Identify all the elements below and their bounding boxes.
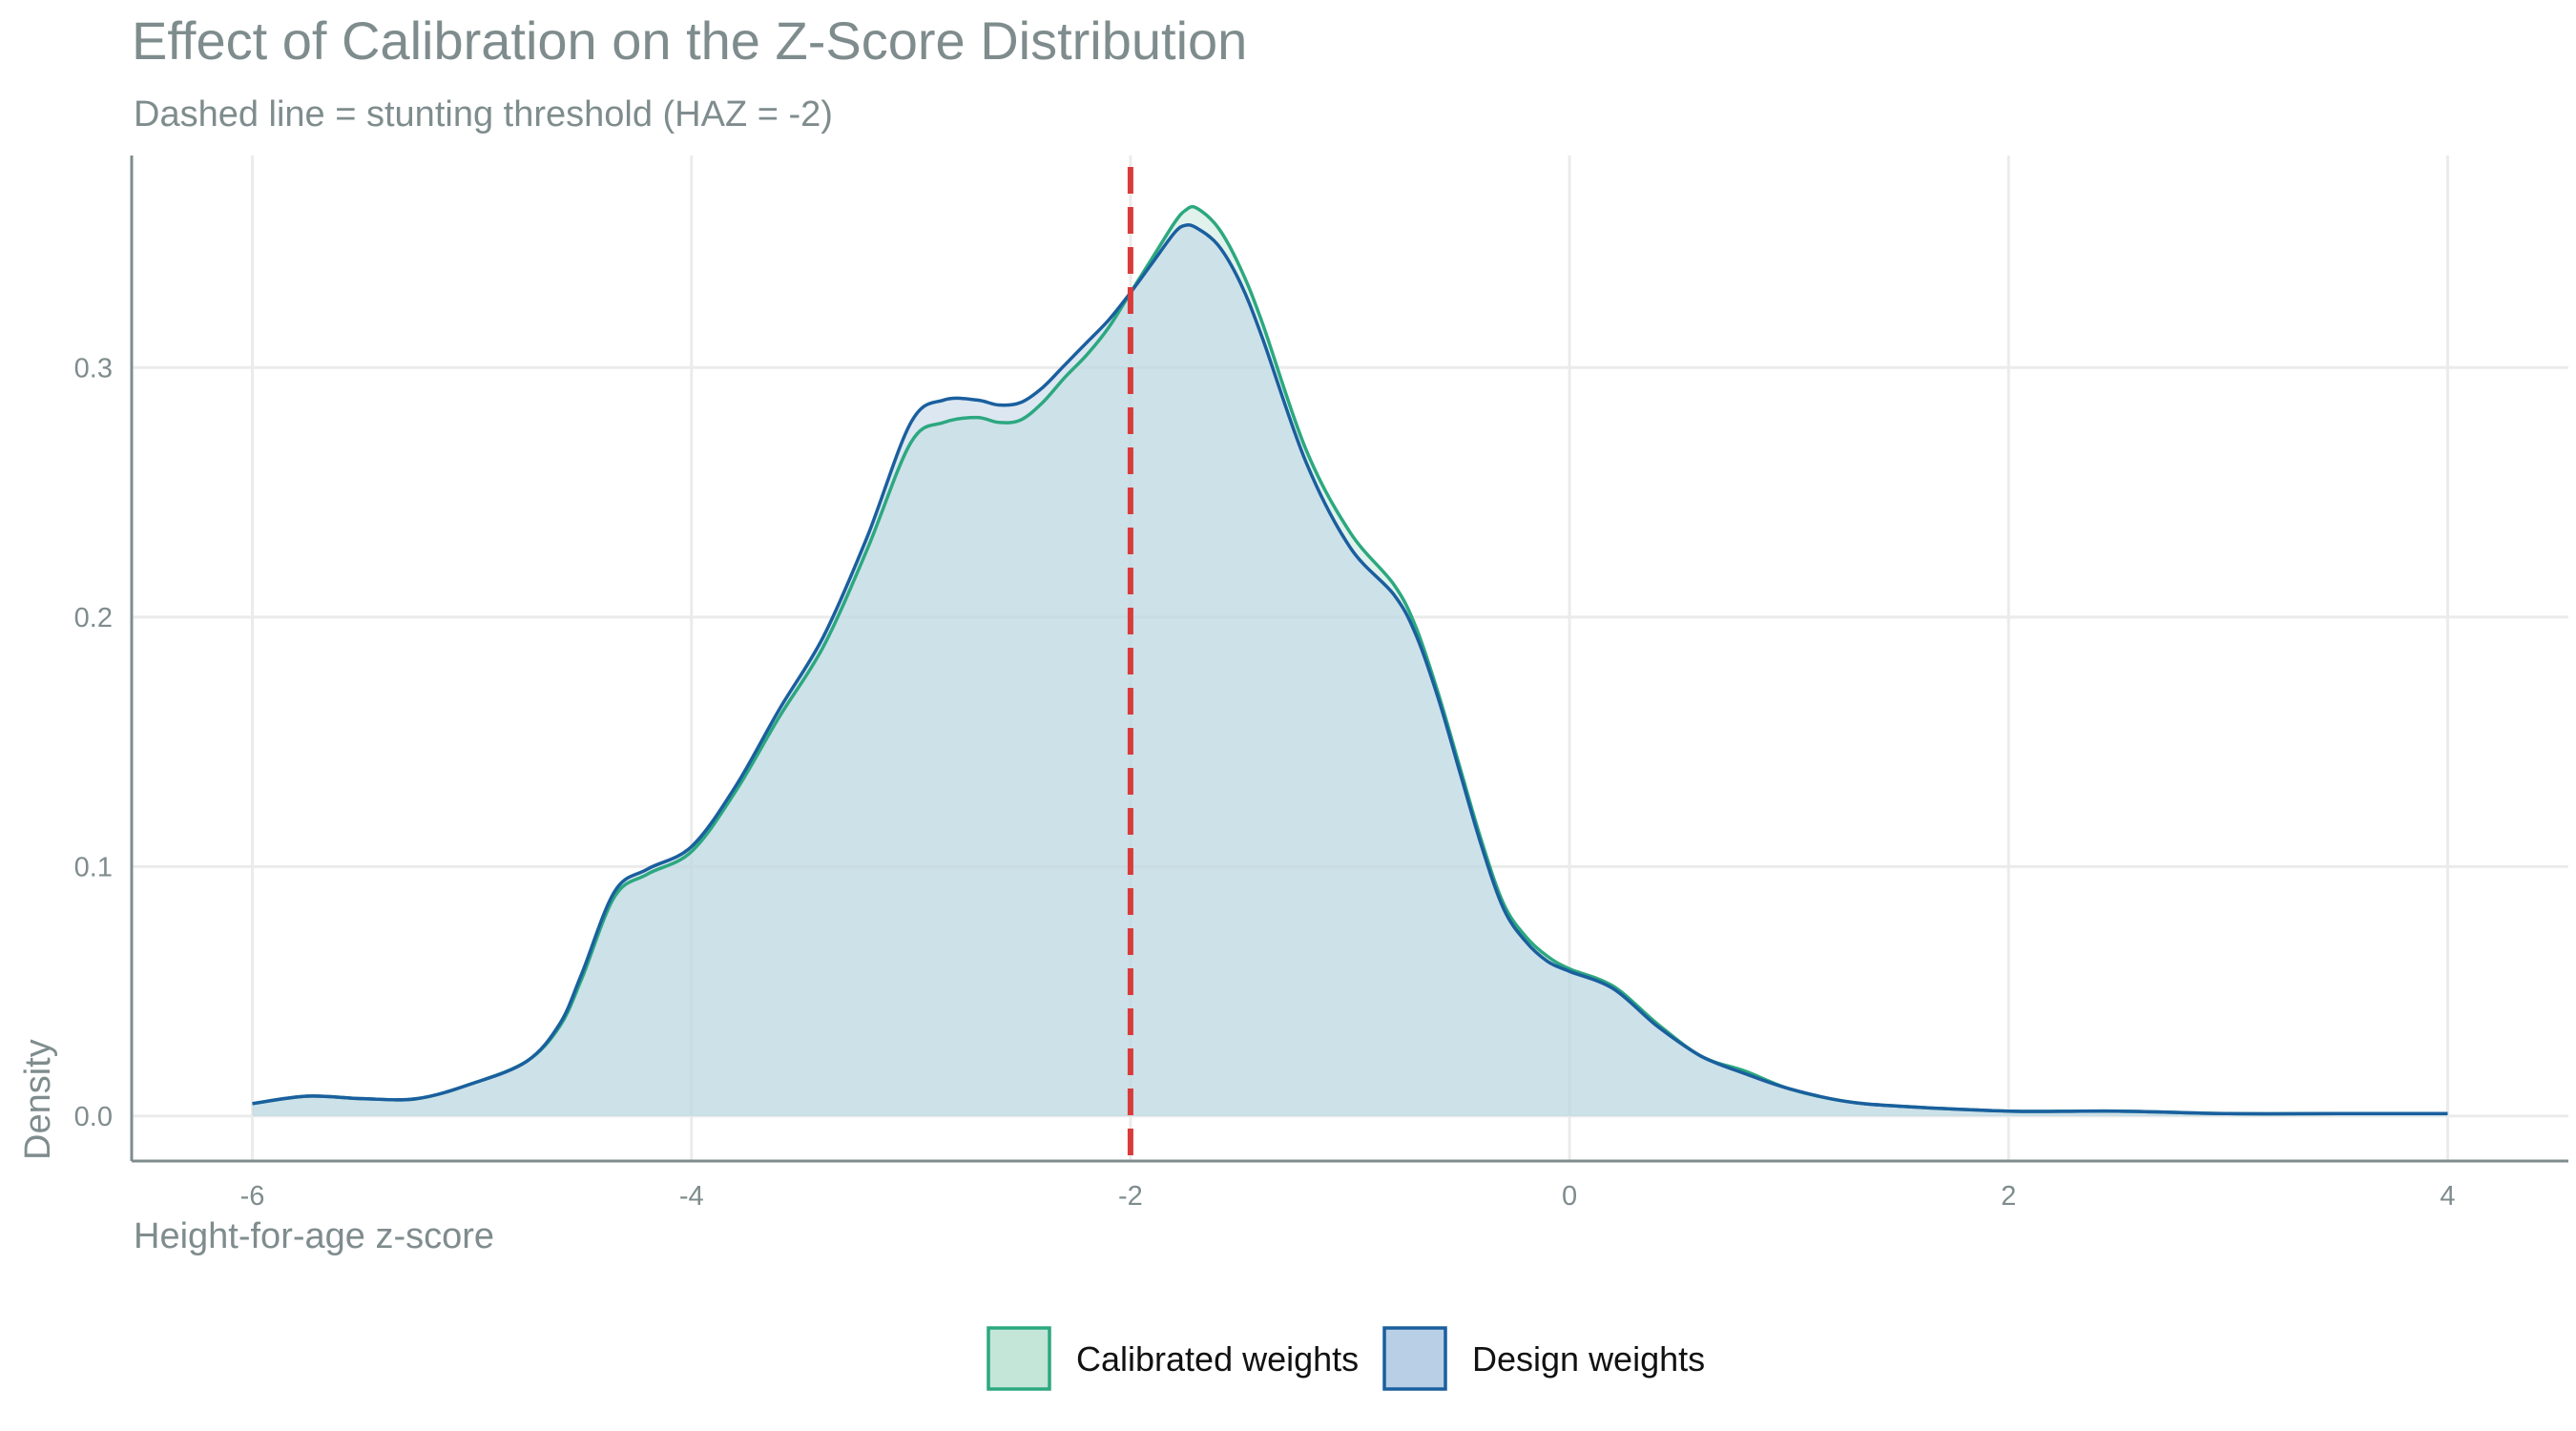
chart-title: Effect of Calibration on the Z-Score Dis…: [132, 10, 1247, 71]
y-tick-label: 0.0: [74, 1102, 113, 1132]
density-areas: [252, 206, 2448, 1116]
x-tick-label: -2: [1118, 1181, 1143, 1212]
calibrated-weights-line: [252, 204, 2448, 1116]
design-weights-line: [252, 223, 2448, 1116]
legend-key-design-weights: [1382, 1326, 1447, 1391]
chart-subtitle: Dashed line = stunting threshold (HAZ = …: [134, 94, 833, 135]
x-tick-label: 2: [2001, 1181, 2016, 1212]
design-weights-area: [252, 224, 2448, 1116]
x-tick-label: 0: [1562, 1181, 1577, 1212]
y-tick-labels: 0.0 0.1 0.2 0.3: [74, 353, 113, 1132]
density-lines: [252, 204, 2448, 1116]
x-tick-labels: -6 -4 -2 0 2 4: [240, 1181, 2456, 1212]
y-tick-label: 0.3: [74, 353, 113, 384]
legend-label-calibrated-weights: Calibrated weights: [1076, 1339, 1359, 1379]
legend-label-design-weights: Design weights: [1472, 1339, 1705, 1379]
x-tick-label: 4: [2440, 1181, 2455, 1212]
y-tick-label: 0.1: [74, 852, 113, 882]
x-tick-label: -6: [240, 1181, 265, 1212]
legend: Calibrated weights Design weights: [987, 1326, 1705, 1391]
x-tick-label: -4: [679, 1181, 704, 1212]
legend-key-calibrated-weights: [987, 1326, 1051, 1391]
y-axis-title: Density: [18, 1039, 58, 1160]
x-axis-title: Height-for-age z-score: [134, 1216, 494, 1256]
y-tick-label: 0.2: [74, 603, 113, 633]
